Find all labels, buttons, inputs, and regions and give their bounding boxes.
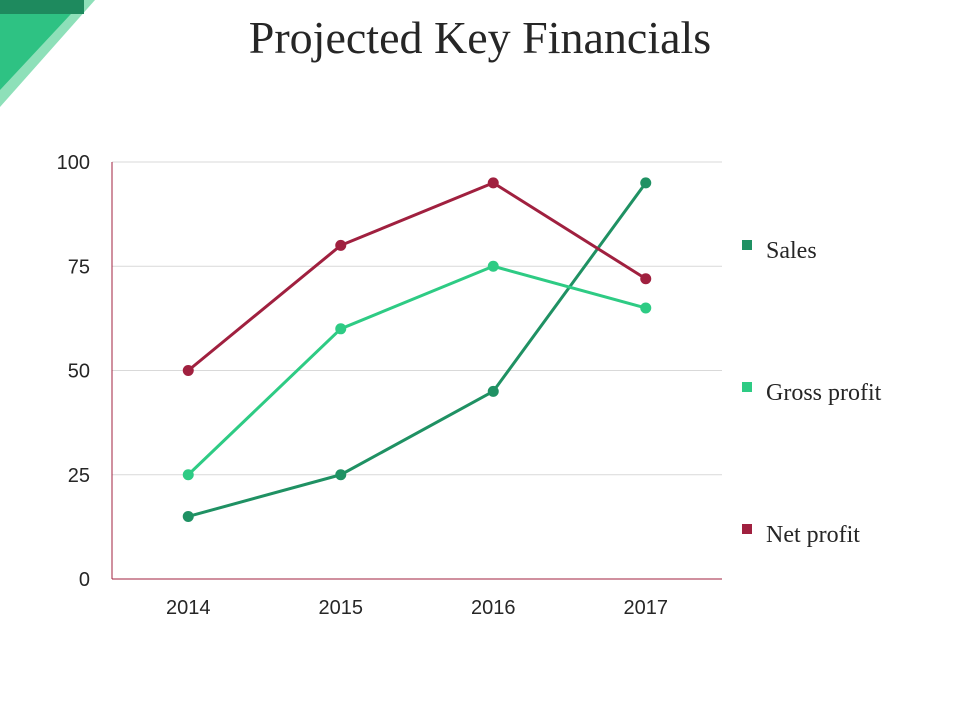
y-tick-label: 75 (68, 256, 90, 278)
data-point (335, 239, 347, 251)
x-tick-labels: 2014 2015 2016 2017 (166, 597, 668, 619)
data-point (487, 177, 499, 189)
gridlines (112, 161, 722, 476)
x-tick-label: 2016 (471, 597, 516, 619)
legend-swatch (742, 382, 752, 392)
data-point (487, 385, 499, 397)
y-tick-label: 25 (68, 465, 90, 487)
legend-label: Sales (766, 238, 817, 264)
legend-label: Net profit (766, 522, 860, 548)
y-tick-label: 50 (68, 361, 90, 383)
corner-triangle-mid (0, 0, 84, 90)
legend-swatch (742, 524, 752, 534)
series-line (186, 181, 648, 518)
series (182, 177, 652, 522)
series-line (186, 181, 648, 372)
series-gross-profit (182, 260, 652, 481)
x-tick-label: 2015 (319, 597, 364, 619)
legend-item: Net profit (742, 522, 860, 548)
y-tick-labels: 0 25 50 75 100 (57, 152, 90, 591)
x-tick-label: 2014 (166, 597, 211, 619)
y-tick-label: 0 (79, 569, 90, 591)
x-tick-label: 2017 (624, 597, 669, 619)
legend-item: Gross profit (742, 380, 882, 406)
series-sales (182, 177, 652, 522)
legend-item: Sales (742, 238, 817, 264)
data-point (182, 469, 194, 481)
chart-title: Projected Key Financials (248, 12, 712, 63)
axes (111, 162, 722, 580)
y-tick-label: 100 (57, 152, 90, 174)
data-point (640, 177, 652, 189)
data-point (640, 302, 652, 314)
series-line (186, 264, 648, 477)
data-point (182, 510, 194, 522)
legend-label: Gross profit (766, 380, 882, 406)
series-net-profit (182, 177, 652, 376)
data-point (487, 260, 499, 272)
legend: Sales Gross profit Net profit (742, 238, 882, 548)
data-point (182, 365, 194, 376)
data-point (335, 469, 347, 481)
data-point (640, 273, 652, 285)
corner-band-dark (0, 0, 84, 14)
data-point (335, 323, 347, 335)
corner-decoration (0, 0, 95, 107)
legend-swatch (742, 240, 752, 250)
